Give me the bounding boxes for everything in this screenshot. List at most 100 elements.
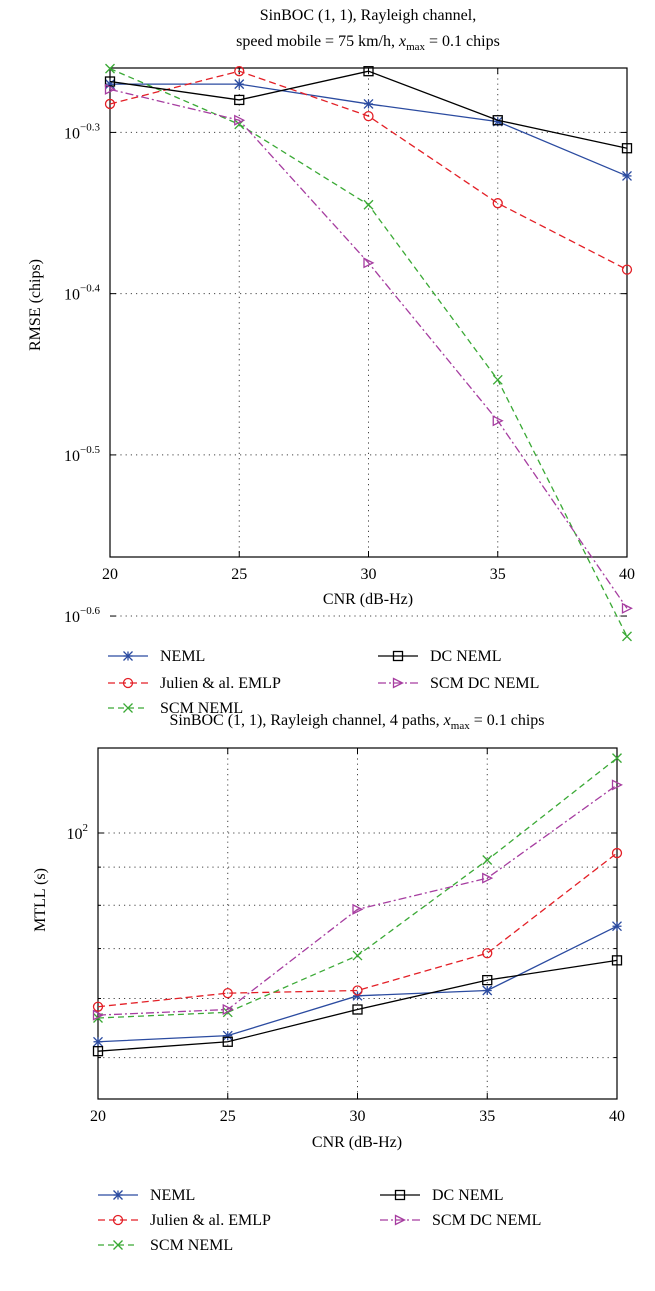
legend-item: Julien & al. EMLP (108, 675, 281, 692)
chart1-xlabel: CNR (dB-Hz) (323, 591, 413, 608)
legend-marker (112, 1214, 124, 1226)
data-point (92, 1001, 104, 1012)
legend-marker (123, 651, 133, 661)
data-point (222, 1003, 234, 1016)
chart2-title: SinBOC (1, 1), Rayleigh channel, 4 paths… (169, 712, 544, 732)
legend-item: SCM NEML (108, 700, 243, 717)
data-point (492, 374, 503, 385)
data-point (234, 94, 245, 106)
series-line-5 (109, 88, 628, 609)
data-point (222, 1030, 233, 1041)
data-point (611, 955, 623, 966)
y-tick-label: 10−0.5 (64, 444, 100, 465)
data-point (104, 76, 116, 87)
legend-item: SCM DC NEML (380, 1212, 541, 1229)
data-point (363, 110, 374, 122)
x-tick-label: 30 (361, 566, 377, 583)
data-point (621, 143, 633, 154)
series-line-2 (97, 852, 618, 1008)
data-point (363, 98, 374, 109)
data-point (492, 198, 503, 209)
series-line-2 (109, 70, 628, 271)
x-tick-label: 40 (609, 1108, 625, 1125)
data-point (492, 115, 503, 126)
data-point (492, 415, 504, 427)
data-point (234, 79, 245, 90)
legend-label: SCM DC NEML (432, 1212, 541, 1229)
legend-marker (394, 1214, 406, 1226)
data-point (482, 985, 493, 996)
chart1-ylabel: RMSE (chips) (27, 259, 44, 351)
series-line-4 (97, 959, 618, 1052)
chart1-plot: 20 25 30 35 40 10−0.3 10−0.4 10−0.5 10−0.6 (64, 63, 635, 642)
legend-item: NEML (108, 648, 205, 665)
data-point (482, 872, 494, 884)
legend-label: Julien & al. EMLP (150, 1212, 271, 1229)
x-tick-label: 25 (231, 566, 247, 583)
data-point (352, 950, 363, 961)
data-point (363, 66, 374, 77)
legend-item: DC NEML (380, 1187, 504, 1204)
data-point (352, 903, 364, 915)
x-tick-label: 40 (619, 566, 635, 583)
series-line-4 (109, 70, 628, 149)
series-line-5 (97, 784, 618, 1016)
data-point (104, 98, 116, 110)
data-point (482, 855, 493, 865)
data-point (104, 83, 116, 95)
data-point (363, 257, 375, 269)
legend-label: SCM DC NEML (430, 675, 539, 692)
data-point (612, 753, 622, 764)
data-point (234, 66, 245, 77)
data-point (222, 988, 233, 999)
chart2-plot: 20 25 30 35 40 102 (67, 747, 625, 1125)
series-line-3 (97, 757, 618, 1019)
legend-label: SCM NEML (150, 1237, 233, 1254)
legend-item: Julien & al. EMLP (98, 1212, 271, 1229)
data-point (621, 602, 633, 614)
legend-item: SCM NEML (98, 1237, 233, 1254)
plot-frame (109, 67, 628, 558)
x-tick-label: 25 (220, 1108, 236, 1125)
legend-label: SCM NEML (160, 700, 243, 717)
x-tick-label: 35 (490, 566, 506, 583)
chart2-xlabel: CNR (dB-Hz) (312, 1134, 402, 1151)
chart2-legend: NEML Julien & al. EMLP SCM NEML DC NEML SCM … (98, 1187, 541, 1254)
legend-marker (113, 1190, 123, 1200)
y-tick-label: 10−0.6 (64, 605, 100, 626)
legend-marker (123, 703, 133, 713)
legend-marker (392, 650, 404, 662)
legend-item: DC NEML (378, 648, 502, 665)
legend-marker (122, 677, 134, 689)
data-point (611, 779, 623, 791)
data-point (612, 921, 622, 932)
y-tick-label: 10−0.4 (64, 283, 100, 304)
legend-marker (394, 1189, 406, 1201)
x-tick-label: 20 (102, 566, 118, 583)
legend-item: SCM DC NEML (378, 675, 539, 692)
legend-label: NEML (150, 1187, 195, 1204)
data-point (92, 1009, 104, 1021)
legend-label: DC NEML (432, 1187, 504, 1204)
data-point (352, 1004, 363, 1015)
y-tick-label: 10−0.3 (64, 121, 100, 142)
legend-item: NEML (98, 1187, 195, 1204)
data-point (482, 974, 493, 986)
data-point (621, 264, 633, 275)
data-point (352, 990, 363, 1001)
legend-marker (113, 1240, 123, 1250)
chart1-title-line1: SinBOC (1, 1), Rayleigh channel, (260, 7, 476, 24)
data-point (352, 985, 363, 996)
data-point (92, 1046, 104, 1057)
legend-label: NEML (160, 648, 205, 665)
x-tick-label: 20 (90, 1108, 106, 1125)
chart1-legend: NEML Julien & al. EMLP SCM NEML DC NEML SCM … (108, 648, 539, 717)
legend-label: DC NEML (430, 648, 502, 665)
data-point (611, 847, 623, 859)
chart2-ylabel: MTLL (s) (32, 868, 49, 932)
data-point (105, 63, 115, 74)
data-point (622, 170, 632, 181)
data-point (363, 199, 374, 210)
y-tick-label: 102 (67, 822, 89, 843)
